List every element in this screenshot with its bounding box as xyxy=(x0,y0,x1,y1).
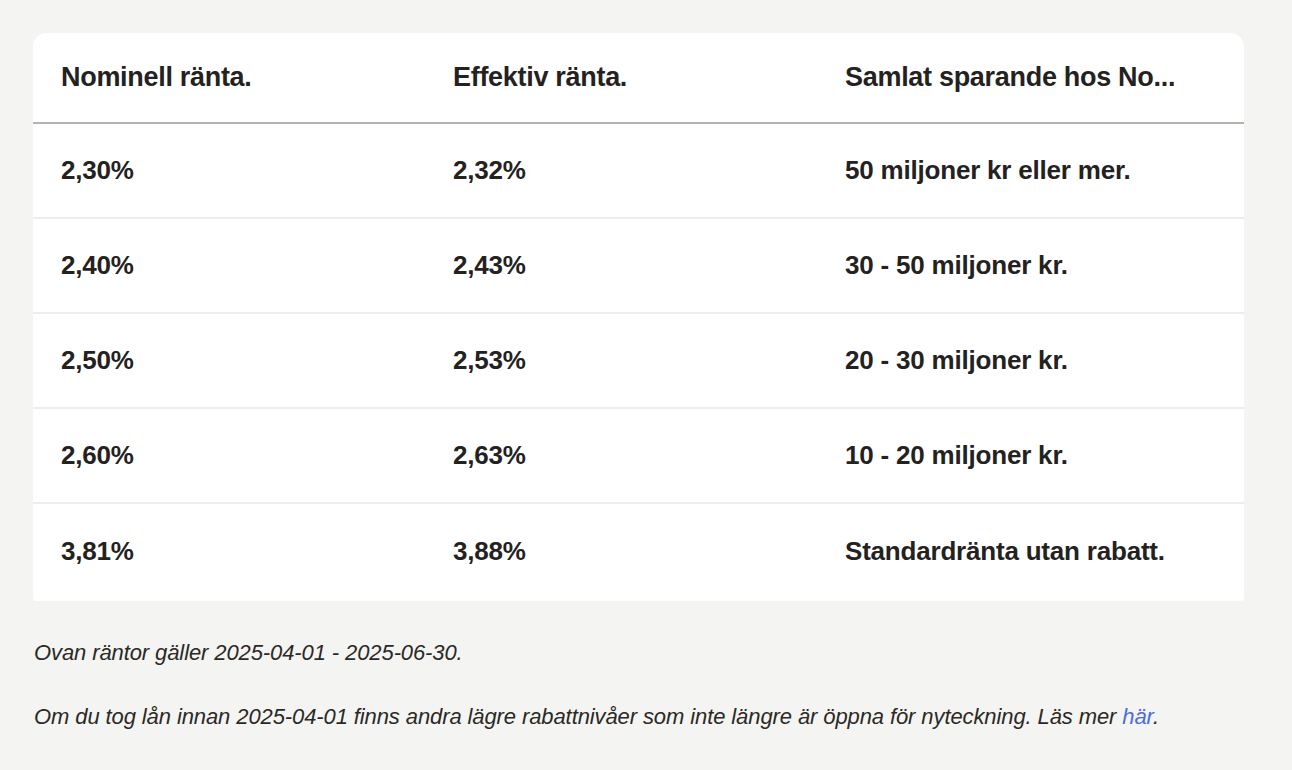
table-row: 2,60% 2,63% 10 - 20 miljoner kr. xyxy=(33,409,1244,504)
effective-rate-value: 2,63% xyxy=(453,440,845,471)
effective-rate-value: 3,88% xyxy=(453,536,845,567)
footnotes: Ovan räntor gäller 2025-04-01 - 2025-06-… xyxy=(34,638,1258,731)
savings-tier-label: 20 - 30 miljoner kr. xyxy=(845,345,1216,376)
effective-rate-value: 2,43% xyxy=(453,250,845,281)
column-header-effective-rate: Effektiv ränta. xyxy=(453,62,845,93)
savings-tier-label: Standardränta utan rabatt. xyxy=(845,536,1216,567)
table-row: 2,50% 2,53% 20 - 30 miljoner kr. xyxy=(33,314,1244,409)
table-row: 2,40% 2,43% 30 - 50 miljoner kr. xyxy=(33,219,1244,314)
legacy-discount-note: Om du tog lån innan 2025-04-01 finns and… xyxy=(34,702,1258,732)
nominal-rate-value: 2,30% xyxy=(61,155,453,186)
column-header-nominal-rate: Nominell ränta. xyxy=(61,62,453,93)
read-more-link[interactable]: här xyxy=(1122,704,1153,729)
effective-rate-value: 2,53% xyxy=(453,345,845,376)
interest-rate-table-card: Nominell ränta. Effektiv ränta. Samlat s… xyxy=(33,33,1244,601)
column-header-total-savings: Samlat sparande hos No... xyxy=(845,62,1216,93)
legacy-note-period: . xyxy=(1153,704,1159,729)
table-header-row: Nominell ränta. Effektiv ränta. Samlat s… xyxy=(33,33,1244,124)
nominal-rate-value: 2,60% xyxy=(61,440,453,471)
savings-tier-label: 30 - 50 miljoner kr. xyxy=(845,250,1216,281)
effective-rate-value: 2,32% xyxy=(453,155,845,186)
rate-validity-note: Ovan räntor gäller 2025-04-01 - 2025-06-… xyxy=(34,638,1258,668)
legacy-note-text: Om du tog lån innan 2025-04-01 finns and… xyxy=(34,704,1122,729)
nominal-rate-value: 2,40% xyxy=(61,250,453,281)
savings-tier-label: 10 - 20 miljoner kr. xyxy=(845,440,1216,471)
savings-tier-label: 50 miljoner kr eller mer. xyxy=(845,155,1216,186)
table-row: 2,30% 2,32% 50 miljoner kr eller mer. xyxy=(33,124,1244,219)
nominal-rate-value: 3,81% xyxy=(61,536,453,567)
table-row: 3,81% 3,88% Standardränta utan rabatt. xyxy=(33,504,1244,599)
nominal-rate-value: 2,50% xyxy=(61,345,453,376)
